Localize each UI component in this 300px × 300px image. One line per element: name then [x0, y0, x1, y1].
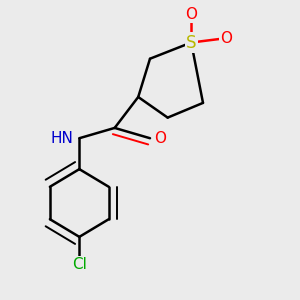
- Text: Cl: Cl: [72, 257, 87, 272]
- Text: O: O: [154, 131, 166, 146]
- Text: S: S: [186, 34, 196, 52]
- Text: O: O: [185, 7, 197, 22]
- Text: O: O: [220, 31, 232, 46]
- Text: HN: HN: [51, 131, 74, 146]
